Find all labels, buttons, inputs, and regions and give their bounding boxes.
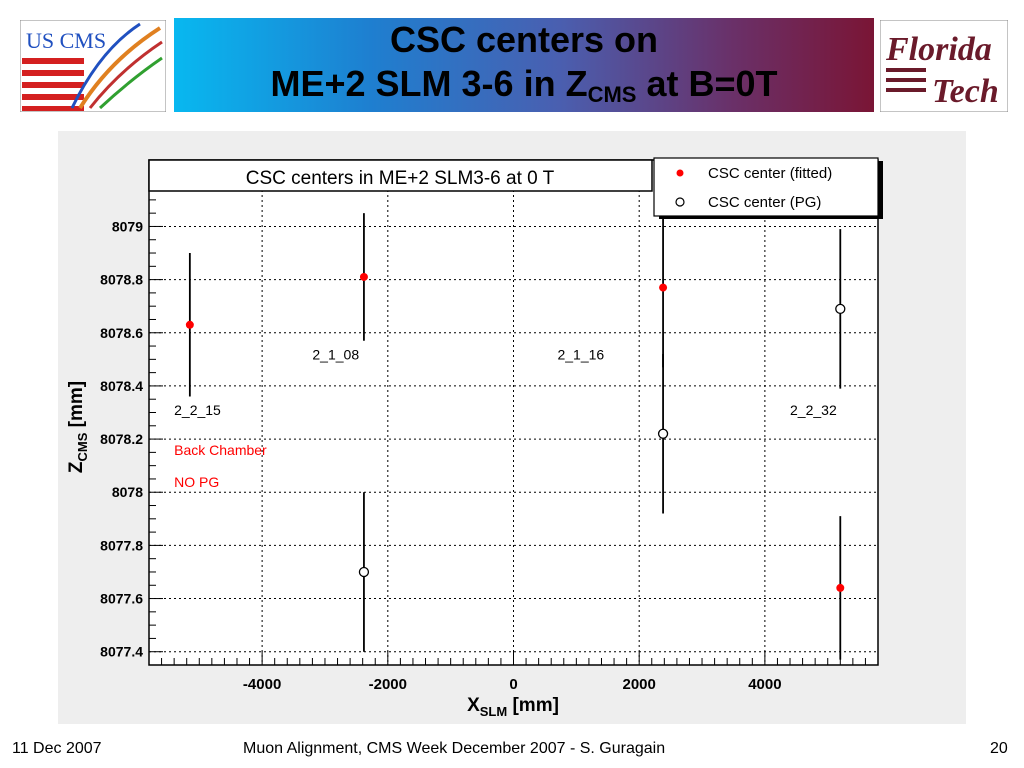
grid — [149, 160, 878, 665]
footer-date: 11 Dec 2007 — [12, 740, 102, 757]
y-tick-label: 8077.4 — [100, 644, 143, 660]
x-tick-label: 0 — [509, 676, 517, 693]
slide-title: CSC centers on ME+2 SLM 3-6 in ZCMS at B… — [174, 18, 874, 106]
y-tick-label: 8078.8 — [100, 272, 143, 288]
data-point-fitted — [659, 283, 668, 292]
axes: -4000 -2000 0 2000 4000 8077.4 8077.6 8077.8 807… — [100, 172, 866, 693]
chart-annotation: 2_1_08 — [312, 346, 359, 362]
data-points — [185, 207, 846, 660]
legend — [653, 157, 879, 217]
y-tick-label: 8077.8 — [100, 537, 143, 553]
x-tick-label: 2000 — [623, 676, 656, 693]
x-axis-label: XSLM [mm] — [467, 695, 559, 719]
chart-annotation: 2_1_16 — [557, 346, 604, 362]
chart-title: CSC centers in ME+2 SLM3-6 at 0 T — [246, 168, 555, 189]
y-tick-label: 8078.6 — [100, 325, 143, 341]
legend-fitted-label: CSC center (fitted) — [708, 165, 832, 182]
y-tick-label: 8078.4 — [100, 378, 143, 394]
x-tick-label: -4000 — [243, 676, 281, 693]
data-point-pg — [358, 566, 370, 578]
data-point-pg — [835, 303, 846, 314]
chart-annotation: NO PG — [174, 474, 219, 490]
chart-annotation: 2_2_15 — [174, 402, 221, 418]
title-line2: ME+2 SLM 3-6 in ZCMS at B=0T — [270, 63, 778, 107]
data-point-fitted — [836, 583, 845, 592]
uscms-logo: US CMS — [19, 19, 167, 113]
legend-pg-label: CSC center (PG) — [708, 194, 821, 211]
y-tick-label: 8078.2 — [100, 431, 143, 447]
chart-area: -4000 -2000 0 2000 4000 8077.4 8077.6 8077.8 807… — [58, 131, 966, 724]
y-tick-label: 8077.6 — [100, 591, 143, 607]
uscms-logo-text: US CMS — [26, 28, 106, 53]
data-point-fitted — [359, 272, 368, 281]
florida-tech-logo: Florida Tech — [879, 19, 1009, 113]
legend-pg-marker — [675, 197, 685, 207]
x-tick-label: 4000 — [748, 676, 781, 693]
florida-tech-line2: Tech — [932, 73, 999, 110]
data-point-fitted — [185, 320, 194, 329]
data-point-pg — [657, 428, 669, 439]
page-number: 20 — [990, 740, 1008, 757]
annotations: 2_1_08 2_1_16 2_2_15 2_2_32 Back Chamber NO P… — [174, 346, 837, 490]
chart-annotation: Back Chamber — [174, 442, 267, 458]
y-tick-label: 8078 — [112, 484, 143, 500]
legend-fitted-marker — [676, 169, 684, 177]
footer-title: Muon Alignment, CMS Week December 2007 -… — [243, 740, 666, 757]
chart-svg: -4000 -2000 0 2000 4000 8077.4 8077.6 8077.8 807… — [66, 157, 883, 719]
title-line1: CSC centers on — [389, 19, 659, 60]
y-tick-label: 8079 — [112, 218, 143, 234]
chart-annotation: 2_2_32 — [790, 402, 837, 418]
florida-tech-line1: Florida — [885, 31, 992, 68]
y-axis-label: ZCMS [mm] — [66, 381, 90, 473]
title-banner — [174, 18, 874, 112]
x-tick-label: -2000 — [369, 676, 407, 693]
chart-title-box — [148, 159, 653, 192]
